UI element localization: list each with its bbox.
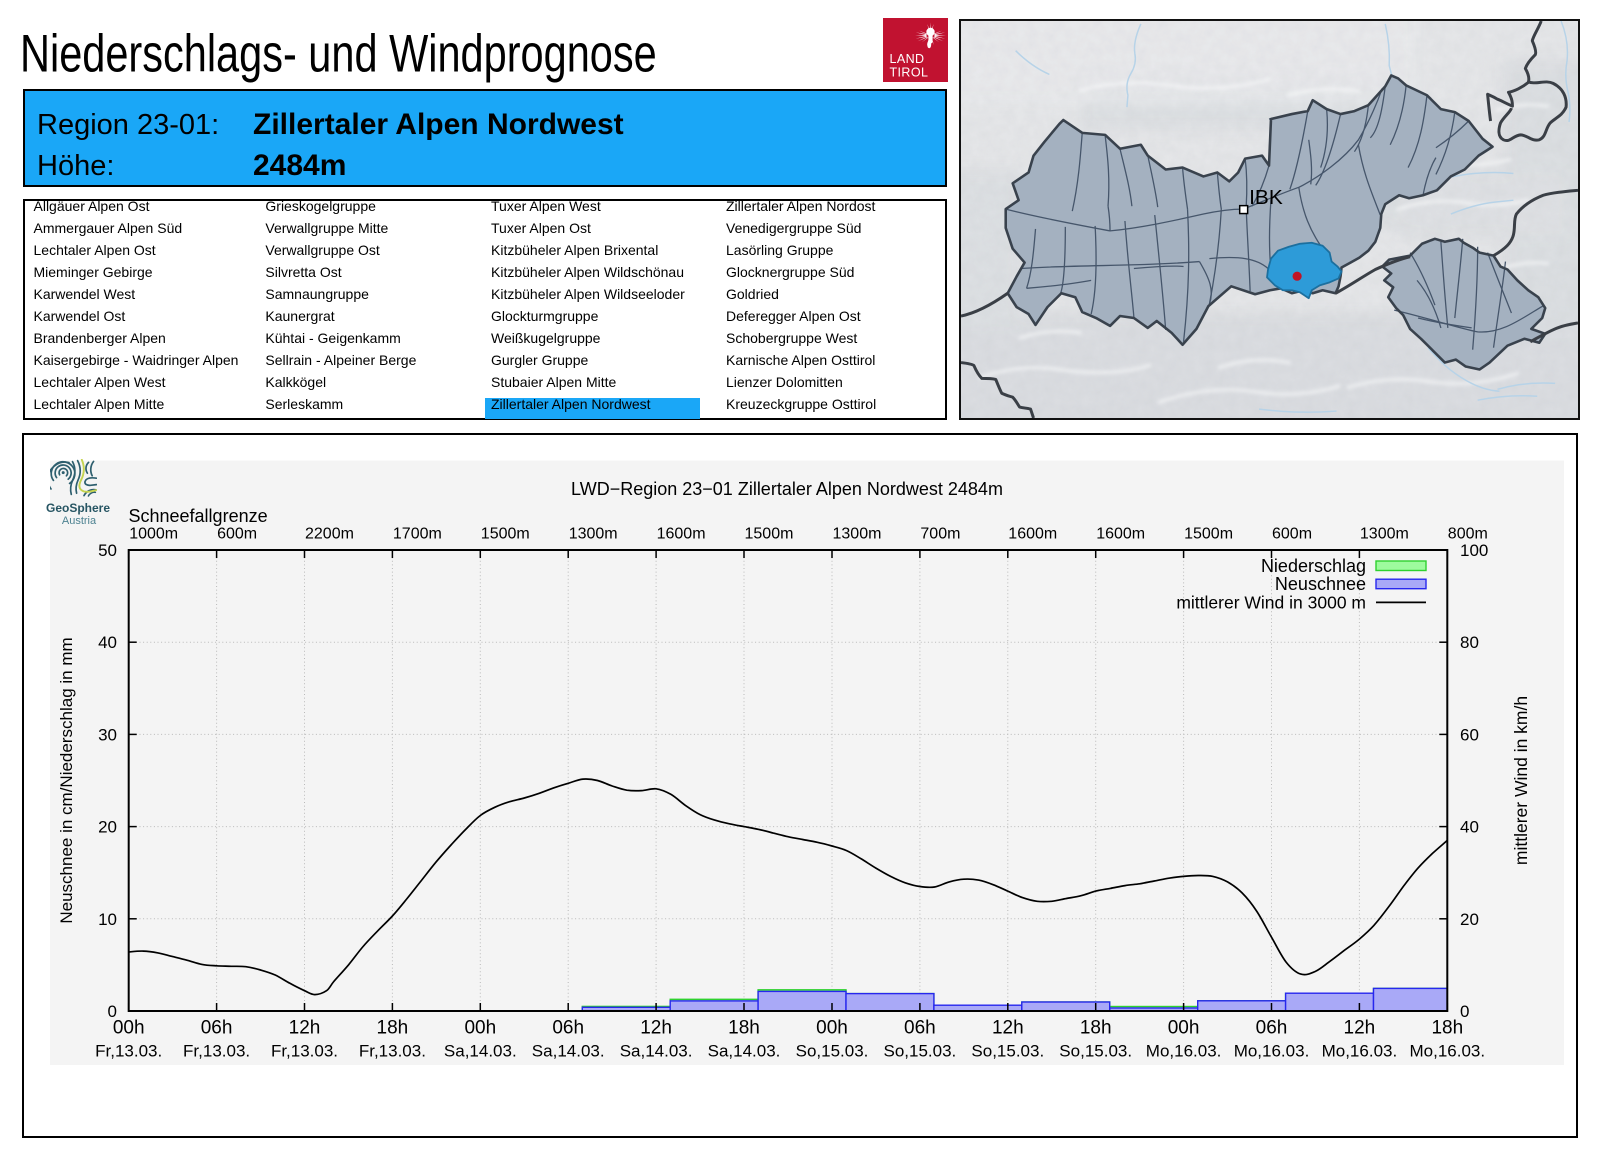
svg-text:1500m: 1500m [1184, 525, 1233, 542]
svg-text:12h: 12h [1344, 1017, 1376, 1038]
svg-text:00h: 00h [816, 1017, 848, 1038]
svg-text:1600m: 1600m [1008, 525, 1057, 542]
svg-text:0: 0 [1460, 1002, 1469, 1021]
svg-text:Mo,16.03.: Mo,16.03. [1146, 1041, 1222, 1060]
svg-text:Niederschlag: Niederschlag [1261, 556, 1366, 576]
svg-text:1600m: 1600m [657, 525, 706, 542]
svg-text:1500m: 1500m [481, 525, 530, 542]
svg-text:40: 40 [98, 633, 117, 652]
svg-text:18h: 18h [1080, 1017, 1112, 1038]
svg-text:Mo,16.03.: Mo,16.03. [1322, 1041, 1398, 1060]
svg-text:TIROL: TIROL [890, 65, 929, 79]
svg-text:So,15.03.: So,15.03. [884, 1041, 957, 1060]
svg-text:18h: 18h [377, 1017, 409, 1038]
svg-text:2200m: 2200m [305, 525, 354, 542]
svg-text:Fr,13.03.: Fr,13.03. [359, 1041, 426, 1060]
svg-text:LAND: LAND [890, 52, 925, 66]
svg-text:700m: 700m [920, 525, 960, 542]
svg-text:18h: 18h [1431, 1017, 1463, 1038]
svg-text:1700m: 1700m [393, 525, 442, 542]
svg-text:60: 60 [1460, 725, 1479, 744]
svg-text:600m: 600m [217, 525, 257, 542]
svg-text:80: 80 [1460, 633, 1479, 652]
svg-text:Neuschnee: Neuschnee [1275, 574, 1366, 594]
svg-text:So,15.03.: So,15.03. [971, 1041, 1044, 1060]
svg-text:20: 20 [98, 817, 117, 836]
svg-text:mittlerer Wind in 3000 m: mittlerer Wind in 3000 m [1176, 592, 1366, 612]
svg-text:LWD−Region 23−01 Zillertaler A: LWD−Region 23−01 Zillertaler Alpen Nordw… [571, 479, 1003, 499]
svg-text:Sa,14.03.: Sa,14.03. [708, 1041, 781, 1060]
svg-text:50: 50 [98, 541, 117, 560]
svg-text:So,15.03.: So,15.03. [796, 1041, 869, 1060]
svg-text:1600m: 1600m [1096, 525, 1145, 542]
svg-text:00h: 00h [113, 1017, 145, 1038]
svg-text:1500m: 1500m [745, 525, 794, 542]
svg-text:Schneefallgrenze: Schneefallgrenze [129, 506, 268, 526]
svg-text:1000m: 1000m [129, 525, 178, 542]
svg-text:12h: 12h [640, 1017, 672, 1038]
svg-text:06h: 06h [904, 1017, 936, 1038]
svg-text:06h: 06h [201, 1017, 233, 1038]
svg-text:600m: 600m [1272, 525, 1312, 542]
svg-text:800m: 800m [1448, 525, 1488, 542]
svg-text:18h: 18h [728, 1017, 760, 1038]
svg-text:00h: 00h [464, 1017, 496, 1038]
svg-text:1300m: 1300m [833, 525, 882, 542]
svg-text:IBK: IBK [1249, 186, 1283, 209]
svg-text:06h: 06h [552, 1017, 584, 1038]
svg-text:1300m: 1300m [1360, 525, 1409, 542]
svg-text:06h: 06h [1256, 1017, 1288, 1038]
svg-text:So,15.03.: So,15.03. [1059, 1041, 1132, 1060]
svg-text:Sa,14.03.: Sa,14.03. [444, 1041, 517, 1060]
svg-text:Fr,13.03.: Fr,13.03. [183, 1041, 250, 1060]
svg-text:Mo,16.03.: Mo,16.03. [1409, 1041, 1485, 1060]
svg-text:30: 30 [98, 725, 117, 744]
svg-text:Mo,16.03.: Mo,16.03. [1234, 1041, 1310, 1060]
svg-text:0: 0 [108, 1002, 117, 1021]
svg-text:Fr,13.03.: Fr,13.03. [271, 1041, 338, 1060]
svg-text:Neuschnee in cm/Niederschlag i: Neuschnee in cm/Niederschlag in mm [57, 637, 76, 923]
svg-text:12h: 12h [289, 1017, 321, 1038]
svg-text:40: 40 [1460, 817, 1479, 836]
svg-text:1300m: 1300m [569, 525, 618, 542]
svg-text:Sa,14.03.: Sa,14.03. [532, 1041, 605, 1060]
svg-text:20: 20 [1460, 909, 1479, 928]
svg-text:100: 100 [1460, 541, 1488, 560]
svg-text:Sa,14.03.: Sa,14.03. [620, 1041, 693, 1060]
svg-text:10: 10 [98, 909, 117, 928]
svg-text:12h: 12h [992, 1017, 1024, 1038]
svg-text:Fr,13.03.: Fr,13.03. [95, 1041, 162, 1060]
svg-text:00h: 00h [1168, 1017, 1200, 1038]
svg-text:mittlerer Wind in km/h: mittlerer Wind in km/h [1511, 695, 1531, 864]
